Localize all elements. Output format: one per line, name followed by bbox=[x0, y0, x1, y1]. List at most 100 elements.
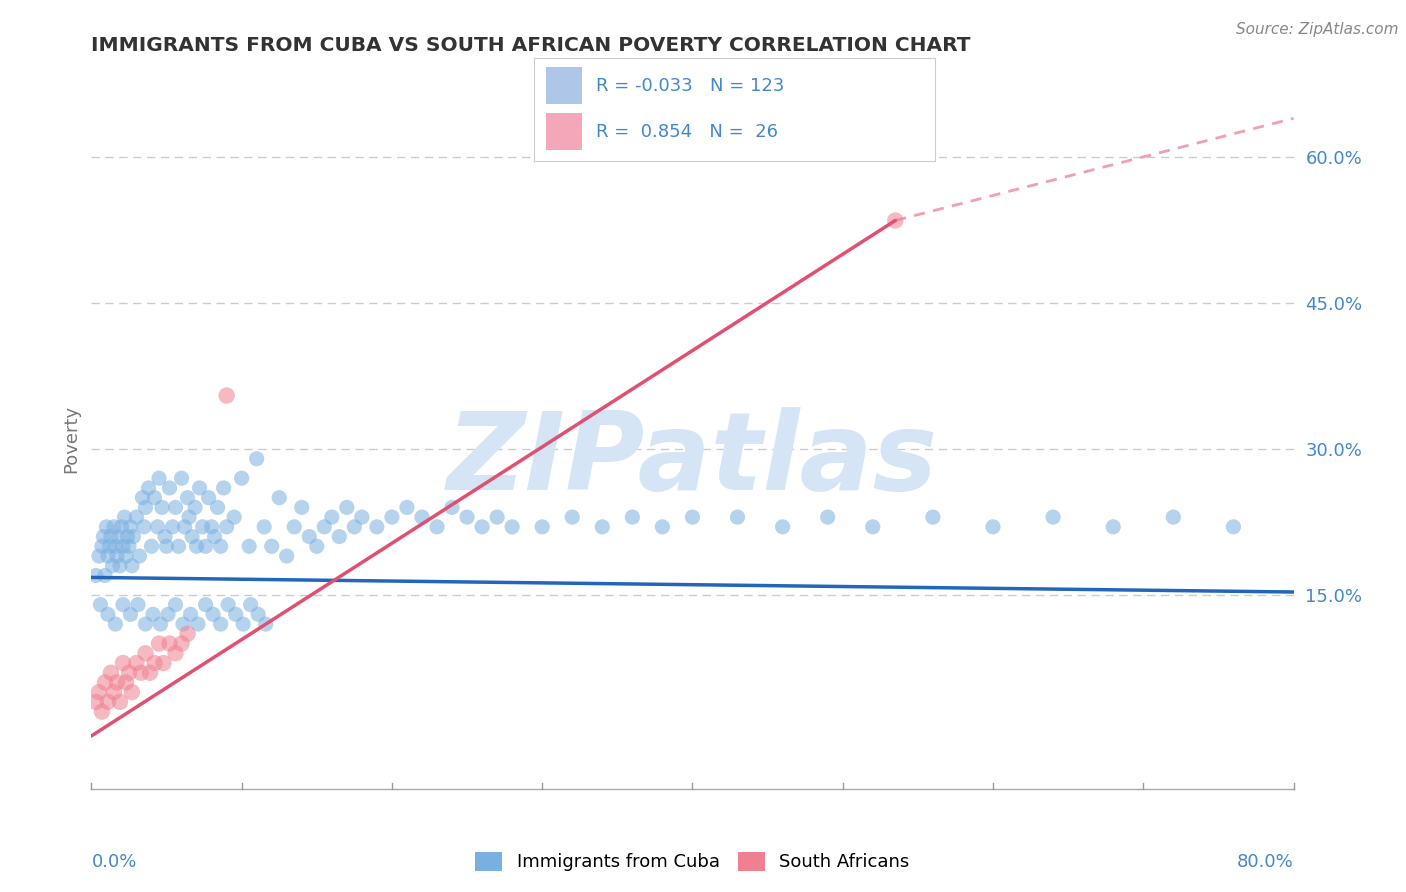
Point bbox=[172, 617, 194, 632]
Point bbox=[209, 617, 232, 632]
Point bbox=[215, 520, 238, 534]
Point bbox=[110, 520, 132, 534]
Point bbox=[247, 607, 270, 622]
Point bbox=[89, 598, 111, 612]
Point bbox=[209, 539, 232, 553]
Point bbox=[132, 520, 155, 534]
Point bbox=[343, 520, 366, 534]
Point bbox=[90, 539, 112, 553]
Point bbox=[1222, 520, 1244, 534]
Point bbox=[157, 607, 180, 622]
Point bbox=[84, 695, 107, 709]
Point bbox=[191, 520, 214, 534]
Point bbox=[100, 665, 122, 680]
Point bbox=[143, 491, 166, 505]
Point bbox=[194, 539, 217, 553]
Text: R =  0.854   N =  26: R = 0.854 N = 26 bbox=[596, 123, 779, 141]
Point bbox=[486, 510, 509, 524]
Point bbox=[120, 607, 142, 622]
Point bbox=[108, 558, 131, 573]
Point bbox=[217, 598, 239, 612]
Point bbox=[305, 539, 328, 553]
Legend: Immigrants from Cuba, South Africans: Immigrants from Cuba, South Africans bbox=[475, 852, 910, 871]
Point bbox=[254, 617, 277, 632]
Point bbox=[253, 520, 276, 534]
Point bbox=[621, 510, 644, 524]
Point bbox=[128, 549, 150, 563]
Point bbox=[366, 520, 388, 534]
Point bbox=[884, 213, 907, 227]
Point bbox=[321, 510, 343, 524]
Point bbox=[90, 705, 112, 719]
Point bbox=[129, 665, 152, 680]
Point bbox=[681, 510, 703, 524]
Point bbox=[238, 539, 260, 553]
Point bbox=[180, 607, 202, 622]
Point bbox=[104, 539, 127, 553]
Point bbox=[651, 520, 673, 534]
Point bbox=[212, 481, 235, 495]
Point bbox=[204, 530, 226, 544]
Point bbox=[122, 530, 145, 544]
Point bbox=[188, 481, 211, 495]
Point bbox=[125, 656, 148, 670]
Point bbox=[111, 656, 134, 670]
Point bbox=[148, 636, 170, 650]
Point bbox=[1161, 510, 1184, 524]
Point bbox=[202, 607, 225, 622]
Point bbox=[149, 617, 172, 632]
Point bbox=[111, 598, 134, 612]
Point bbox=[138, 481, 160, 495]
Point bbox=[176, 627, 198, 641]
Point bbox=[134, 646, 156, 660]
Point bbox=[125, 510, 148, 524]
Text: IMMIGRANTS FROM CUBA VS SOUTH AFRICAN POVERTY CORRELATION CHART: IMMIGRANTS FROM CUBA VS SOUTH AFRICAN PO… bbox=[91, 36, 972, 54]
FancyBboxPatch shape bbox=[547, 113, 582, 150]
Point bbox=[111, 539, 134, 553]
Point bbox=[98, 539, 121, 553]
Point bbox=[118, 539, 141, 553]
Point bbox=[215, 388, 238, 402]
Point bbox=[96, 520, 118, 534]
Point bbox=[1042, 510, 1064, 524]
Point bbox=[328, 530, 350, 544]
Point bbox=[115, 675, 138, 690]
Point bbox=[167, 539, 190, 553]
Text: R = -0.033   N = 123: R = -0.033 N = 123 bbox=[596, 77, 785, 95]
Point bbox=[186, 539, 208, 553]
Point bbox=[115, 549, 138, 563]
Point bbox=[224, 510, 246, 524]
Point bbox=[155, 539, 177, 553]
Point bbox=[727, 510, 749, 524]
Point bbox=[231, 471, 253, 485]
Point bbox=[159, 636, 181, 650]
Point bbox=[501, 520, 523, 534]
Point bbox=[922, 510, 945, 524]
Text: 0.0%: 0.0% bbox=[91, 853, 136, 871]
Point bbox=[121, 558, 143, 573]
Point bbox=[194, 598, 217, 612]
Point bbox=[246, 451, 269, 466]
Text: 80.0%: 80.0% bbox=[1237, 853, 1294, 871]
Point bbox=[94, 568, 117, 582]
Point bbox=[298, 530, 321, 544]
Point bbox=[314, 520, 336, 534]
Point bbox=[146, 520, 169, 534]
Point bbox=[159, 481, 181, 495]
Point bbox=[101, 558, 124, 573]
Point bbox=[165, 598, 187, 612]
Point bbox=[118, 665, 141, 680]
Point bbox=[153, 530, 176, 544]
Point bbox=[170, 636, 193, 650]
Point bbox=[283, 520, 305, 534]
Point bbox=[165, 500, 187, 515]
Point bbox=[148, 471, 170, 485]
Point bbox=[134, 500, 156, 515]
Point bbox=[187, 617, 209, 632]
Point bbox=[139, 665, 162, 680]
Point bbox=[276, 549, 298, 563]
Y-axis label: Poverty: Poverty bbox=[62, 405, 80, 474]
Point bbox=[165, 646, 187, 660]
Point bbox=[97, 695, 120, 709]
Point bbox=[440, 500, 463, 515]
